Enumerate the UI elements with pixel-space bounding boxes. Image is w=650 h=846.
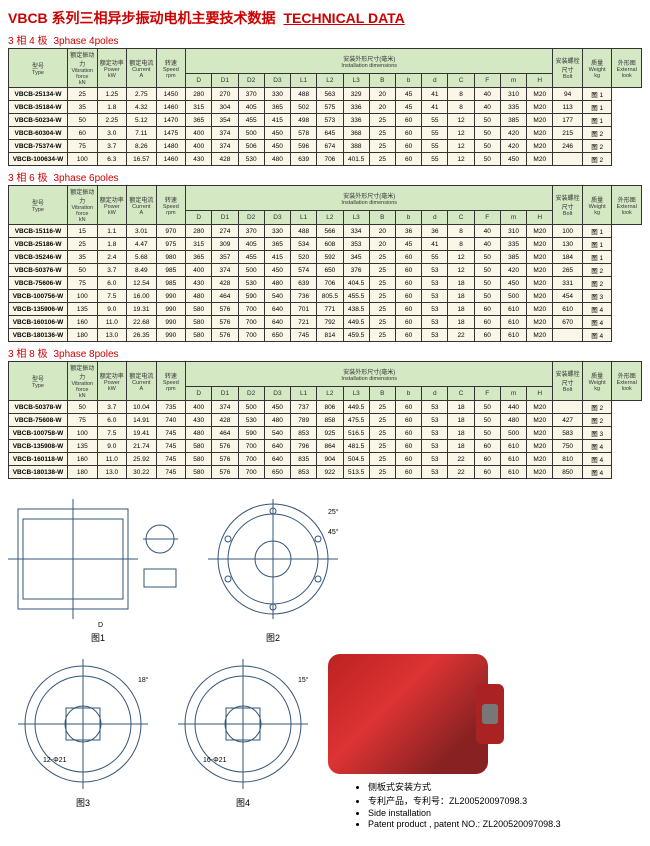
svg-text:18°: 18° — [138, 676, 149, 684]
data-table: 型号Type 额定振动力Vibration forcekN 额定功率Powerk… — [8, 185, 642, 342]
svg-text:D: D — [98, 622, 103, 629]
fig-3: 12-Φ21 18° 图3 — [8, 654, 158, 809]
fig-1: D 图1 — [8, 489, 188, 644]
data-table: 型号Type 额定振动力Vibration forcekN 额定功率Powerk… — [8, 48, 642, 166]
section-title: 3 相 8 极3phase 8poles — [8, 345, 642, 360]
motor-photo: 侧板式安装方式 专利产品，专利号：ZL200520097098.3 Side i… — [328, 654, 561, 838]
figures-row-2: 12-Φ21 18° 图3 16-Φ21 15° 图4 侧板式安装方式 专利产品… — [8, 654, 642, 838]
svg-text:12-Φ21: 12-Φ21 — [43, 757, 67, 764]
notes-list: 侧板式安装方式 专利产品，专利号：ZL200520097098.3 Side i… — [328, 780, 561, 829]
section-title: 3 相 4 极3phase 4poles — [8, 32, 642, 47]
title-cn: VBCB 系列三相异步振动电机主要技术数据 — [8, 10, 276, 26]
page-title: VBCB 系列三相异步振动电机主要技术数据 TECHNICAL DATA — [8, 8, 642, 28]
section-title: 3 相 6 极3phase 6poles — [8, 169, 642, 184]
fig-4: 16-Φ21 15° 图4 — [168, 654, 318, 809]
data-table: 型号Type 额定振动力Vibration forcekN 额定功率Powerk… — [8, 361, 642, 479]
fig-2: 25° 45° 图2 — [198, 489, 348, 644]
svg-text:16-Φ21: 16-Φ21 — [203, 757, 227, 764]
svg-text:25°: 25° — [328, 508, 339, 516]
figures-row: D 图1 25° 45° 图2 — [8, 489, 642, 644]
svg-text:15°: 15° — [298, 676, 309, 684]
svg-text:45°: 45° — [328, 528, 339, 536]
title-en: TECHNICAL DATA — [283, 10, 404, 26]
